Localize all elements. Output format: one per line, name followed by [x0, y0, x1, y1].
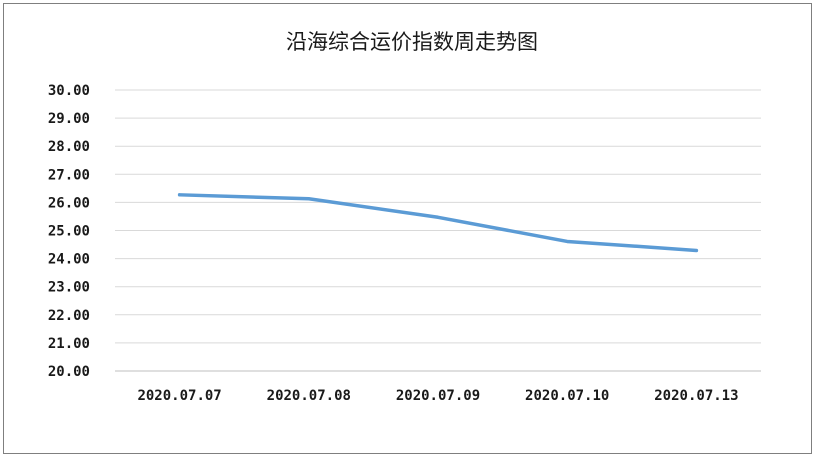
y-tick-label: 21.00 — [48, 336, 90, 352]
y-tick-label: 28.00 — [48, 139, 90, 155]
x-tick-label: 2020.07.07 — [137, 388, 221, 404]
chart-frame — [3, 3, 812, 454]
gridlines — [115, 89, 761, 372]
series-layer — [177, 193, 699, 253]
x-tick-label: 2020.07.09 — [396, 388, 480, 404]
y-tick-label: 25.00 — [48, 224, 90, 240]
chart-title: 沿海综合运价指数周走势图 — [286, 30, 538, 54]
x-axis-tick-labels: 2020.07.07 2020.07.08 2020.07.09 2020.07.10… — [137, 388, 738, 404]
x-tick-label: 2020.07.08 — [267, 388, 351, 404]
y-tick-label: 20.00 — [48, 364, 90, 380]
x-tick-label: 2020.07.10 — [525, 388, 609, 404]
y-tick-label: 27.00 — [48, 167, 90, 183]
y-axis-tick-labels: 20.00 21.00 22.00 23.00 24.00 25.00 26.00 27.00… — [48, 83, 90, 380]
x-tick-label: 2020.07.13 — [654, 388, 738, 404]
series-line — [177, 193, 699, 253]
y-tick-label: 24.00 — [48, 252, 90, 268]
y-tick-label: 29.00 — [48, 111, 90, 127]
y-tick-label: 22.00 — [48, 308, 90, 324]
y-tick-label: 23.00 — [48, 280, 90, 296]
y-tick-label: 26.00 — [48, 195, 90, 211]
y-tick-label: 30.00 — [48, 83, 90, 99]
